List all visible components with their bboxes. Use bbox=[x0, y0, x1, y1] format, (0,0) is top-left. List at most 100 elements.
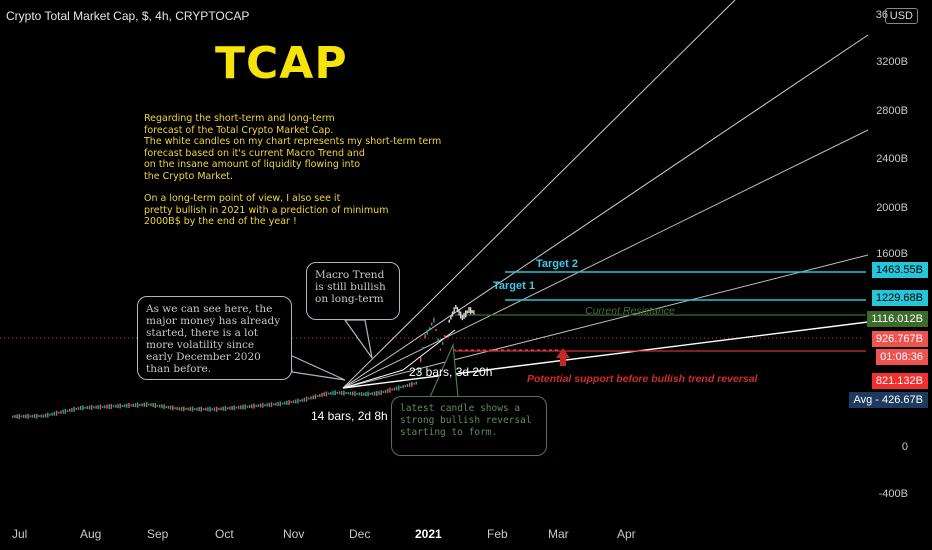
candle bbox=[319, 394, 321, 397]
candle bbox=[268, 402, 270, 407]
candle bbox=[435, 328, 437, 331]
candle bbox=[163, 404, 165, 410]
candle bbox=[66, 409, 69, 412]
price-badge: 1463.55B bbox=[871, 262, 928, 278]
candle bbox=[433, 317, 435, 323]
x-tick-label: Aug bbox=[80, 527, 102, 541]
note-volatility-text: As we can see here, the major money has … bbox=[146, 303, 281, 375]
candle bbox=[93, 406, 95, 409]
candle bbox=[244, 404, 246, 410]
candle bbox=[380, 390, 382, 396]
candle bbox=[187, 407, 189, 411]
price-badge: 1116.012B bbox=[867, 311, 928, 327]
candle bbox=[62, 409, 64, 414]
candle bbox=[406, 384, 409, 387]
candle bbox=[352, 391, 354, 396]
candles-group bbox=[12, 317, 446, 419]
candle bbox=[367, 391, 369, 397]
candle bbox=[347, 392, 349, 395]
candle bbox=[84, 406, 86, 409]
candle bbox=[290, 401, 292, 404]
candle bbox=[132, 403, 134, 407]
note-reversal[interactable]: latest candle shows a strong bullish rev… bbox=[391, 396, 547, 456]
candle bbox=[270, 402, 273, 408]
forecast-candle bbox=[456, 307, 459, 313]
candle bbox=[14, 415, 16, 418]
candle bbox=[29, 415, 31, 418]
fan-line bbox=[342, 0, 736, 389]
fan-line bbox=[342, 129, 869, 389]
candle bbox=[31, 414, 34, 418]
currency-button[interactable]: USD bbox=[884, 8, 918, 24]
candle bbox=[86, 406, 88, 410]
forecast-candle bbox=[469, 307, 472, 315]
candle bbox=[420, 357, 422, 363]
candle bbox=[99, 404, 102, 410]
forecast-candle bbox=[448, 319, 450, 323]
y-tick-label: -400B bbox=[878, 488, 908, 500]
candle bbox=[409, 382, 411, 387]
candle bbox=[12, 415, 14, 418]
candle bbox=[95, 405, 97, 409]
candle bbox=[27, 413, 29, 419]
note-volatility[interactable]: As we can see here, the major money has … bbox=[137, 296, 292, 380]
candle bbox=[167, 405, 170, 409]
candle bbox=[97, 405, 99, 410]
candle bbox=[303, 397, 306, 402]
forecast-candle bbox=[461, 315, 464, 321]
forecast-candle bbox=[451, 311, 454, 317]
candle bbox=[55, 410, 58, 416]
candle bbox=[376, 390, 378, 396]
candle bbox=[128, 403, 130, 408]
y-tick-label: 2000B bbox=[876, 202, 908, 214]
x-tick-label: Oct bbox=[215, 527, 234, 541]
candle bbox=[246, 405, 249, 408]
x-tick-label: Feb bbox=[487, 527, 508, 541]
candle bbox=[69, 408, 71, 412]
candle bbox=[259, 403, 262, 408]
target1-label: Target 1 bbox=[493, 280, 535, 292]
candle bbox=[53, 411, 56, 416]
candle bbox=[251, 404, 253, 409]
forecast-candle bbox=[460, 311, 462, 319]
candle bbox=[387, 388, 389, 393]
candle bbox=[391, 388, 393, 391]
candle bbox=[441, 341, 444, 345]
candle bbox=[264, 404, 266, 407]
forecast-candle bbox=[463, 312, 465, 319]
candle bbox=[398, 385, 400, 391]
x-tick-label: Jul bbox=[12, 527, 28, 541]
candle bbox=[279, 401, 281, 407]
candle bbox=[130, 404, 132, 407]
candle bbox=[112, 405, 115, 408]
candle bbox=[165, 406, 167, 408]
fan-lines bbox=[342, 0, 869, 389]
candle bbox=[240, 405, 242, 410]
description-text: Regarding the short-term and long-term f… bbox=[144, 113, 444, 228]
x-tick-label: Sep bbox=[147, 527, 169, 541]
candle bbox=[325, 391, 328, 397]
candle bbox=[101, 405, 104, 408]
candle bbox=[110, 404, 113, 409]
candle bbox=[255, 404, 257, 407]
forecast-candle bbox=[453, 307, 455, 314]
candle bbox=[299, 399, 301, 402]
candle bbox=[229, 406, 231, 410]
candle bbox=[389, 387, 391, 393]
candle bbox=[242, 404, 244, 410]
candle bbox=[91, 404, 93, 410]
candle bbox=[295, 399, 297, 404]
forecast-candle bbox=[473, 310, 475, 315]
candle bbox=[25, 414, 27, 419]
candle bbox=[191, 406, 194, 412]
candle bbox=[428, 327, 431, 330]
candle bbox=[395, 386, 398, 391]
candle bbox=[345, 392, 347, 395]
candle bbox=[266, 403, 268, 407]
candle bbox=[323, 392, 325, 397]
note-macro-trend[interactable]: Macro Trend is still bullish on long-ter… bbox=[306, 262, 400, 320]
forecast-candle bbox=[468, 307, 470, 313]
candle bbox=[156, 404, 159, 407]
